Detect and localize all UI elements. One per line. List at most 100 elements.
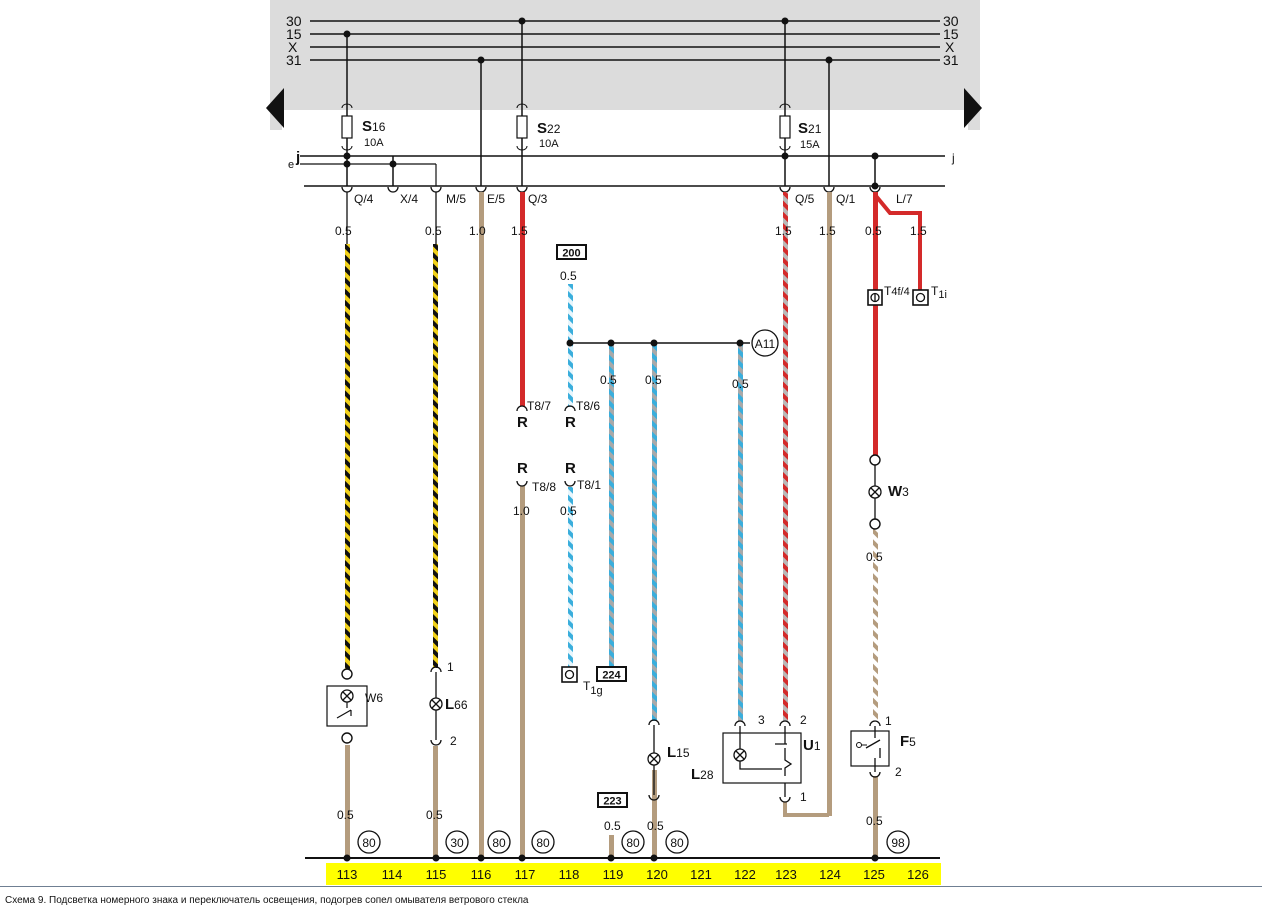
- size-119-bottom: 0.5: [604, 819, 621, 833]
- fuse-s21-rating: 15A: [800, 139, 820, 151]
- wire-116-brown: [479, 192, 484, 858]
- size-125-low: 0.5: [866, 550, 883, 564]
- lamp-l66-pin1: 1: [447, 660, 454, 674]
- bus-x-right-label: X: [945, 39, 955, 55]
- wire-125-brown-white: [873, 528, 878, 722]
- lamp-l66-label: L66: [445, 696, 468, 713]
- ruler-124: 124: [819, 867, 841, 882]
- bus-x-left-label: X: [288, 39, 298, 55]
- ground-ref-125[interactable]: 98: [886, 830, 910, 854]
- plug-t81-label: T8/1: [577, 478, 601, 492]
- fuse-s22-name: S22: [537, 120, 561, 137]
- lamp-w6: [326, 668, 368, 744]
- wire-125-brown: [873, 776, 878, 858]
- bus-31-right-label: 31: [943, 52, 959, 68]
- wire-113-brown: [345, 745, 350, 858]
- ground-ref-113-label: 80: [362, 836, 376, 850]
- ruler-120: 120: [646, 867, 668, 882]
- lamp-l15: [647, 719, 661, 801]
- fuse-s22-rating: 10A: [539, 138, 559, 150]
- lamp-w3: [868, 454, 882, 530]
- ruler-118: 118: [559, 867, 580, 882]
- wire-123-red-grey: [783, 192, 788, 721]
- terminal-t4f4-label: T4f/4: [884, 284, 910, 298]
- ground-ref-120[interactable]: 80: [665, 830, 689, 854]
- socket-u1: [722, 720, 802, 803]
- bus-lines: [310, 20, 940, 61]
- wire-124-brown: [827, 192, 832, 816]
- fuse-s16-rating: 10A: [364, 137, 384, 149]
- wire-113-yellow-black: [345, 244, 350, 670]
- switch-f5: [850, 720, 890, 778]
- plug-t86-label: T8/6: [576, 399, 600, 413]
- ref-box-223-label: 223: [603, 796, 621, 808]
- size-116-top: 1.0: [469, 224, 486, 238]
- ref-box-200[interactable]: 200: [556, 244, 587, 260]
- lamp-l15-label: L15: [667, 744, 690, 761]
- switch-f5-pin1: 1: [885, 714, 892, 728]
- plug-r-118-top: R: [565, 414, 576, 431]
- size-122: 0.5: [732, 377, 749, 391]
- ground-ref-115-label: 30: [450, 836, 464, 850]
- caption-bar: Схема 9. Подсветка номерного знака и пер…: [0, 886, 1262, 920]
- plug-t88-label: T8/8: [532, 480, 556, 494]
- ruler-122: 122: [734, 867, 756, 882]
- ground-ref-119-label: 80: [626, 836, 640, 850]
- size-115-top: 0.5: [425, 224, 442, 238]
- plug-r-117-bottom: R: [517, 460, 528, 477]
- size-115-bottom: 0.5: [426, 808, 443, 822]
- ruler-113: 113: [337, 867, 358, 882]
- supply-panel-lower: [270, 88, 980, 130]
- ground-ref-117[interactable]: 80: [531, 830, 555, 854]
- column-ruler: [326, 863, 941, 885]
- ground-ref-119[interactable]: 80: [621, 830, 645, 854]
- socket-u1-pin3: 3: [758, 713, 765, 727]
- size-200: 0.5: [560, 269, 577, 283]
- connector-q5: Q/5: [795, 192, 815, 206]
- size-126-top: 1.5: [910, 224, 927, 238]
- wire-120-grey-blue: [652, 343, 657, 721]
- page-next-arrow-icon[interactable]: [964, 88, 982, 128]
- ground-ref-115[interactable]: 30: [445, 830, 469, 854]
- size-120-bottom: 0.5: [647, 819, 664, 833]
- ground-ref-120-label: 80: [670, 836, 684, 850]
- wire-118-blue-lower: [568, 487, 573, 667]
- wire-119-grey-blue: [609, 343, 614, 666]
- ruler-117: 117: [515, 867, 536, 882]
- size-117-low: 1.0: [513, 504, 530, 518]
- j-line-left-label: j: [295, 149, 300, 166]
- ref-box-224-label: 224: [602, 670, 621, 682]
- plug-r-118-bottom: R: [565, 460, 576, 477]
- plug-t87-label: T8/7: [527, 399, 551, 413]
- fuse-s16: [341, 103, 353, 151]
- lamp-l66-pin2: 2: [450, 734, 457, 748]
- ruler-115: 115: [426, 867, 447, 882]
- plug-cups: [516, 405, 576, 487]
- ref-box-223[interactable]: 223: [597, 792, 628, 808]
- lower-junctions: [343, 182, 879, 862]
- terminal-t1g-label: T1g: [583, 679, 603, 697]
- j-line-right-label: j: [951, 151, 955, 165]
- connector-e5: E/5: [487, 192, 505, 206]
- wire-115-yellow-black: [433, 244, 438, 668]
- ground-ref-113[interactable]: 80: [357, 830, 381, 854]
- socket-u1-pin1: 1: [800, 790, 807, 804]
- size-113-top: 0.5: [335, 224, 352, 238]
- connector-x4: X/4: [400, 192, 418, 206]
- wire-117-red: [520, 192, 525, 406]
- size-123-top: 1.5: [775, 224, 792, 238]
- bus-30-left-label: 30: [286, 13, 302, 29]
- connector-q1: Q/1: [836, 192, 856, 206]
- bus-30-right-label: 30: [943, 13, 959, 29]
- size-124-top: 1.5: [819, 224, 836, 238]
- socket-u1-pin2: 2: [800, 713, 807, 727]
- page-prev-arrow-icon[interactable]: [266, 88, 284, 128]
- ref-box-224[interactable]: 224: [596, 666, 627, 682]
- ground-ref-117-label: 80: [536, 836, 550, 850]
- lamp-l66: [429, 666, 443, 746]
- connector-cups: [341, 186, 881, 193]
- a11-ref: [751, 329, 779, 357]
- ground-ref-116[interactable]: 80: [487, 830, 511, 854]
- wire-125-red: [873, 192, 878, 456]
- supply-panel: [270, 0, 980, 88]
